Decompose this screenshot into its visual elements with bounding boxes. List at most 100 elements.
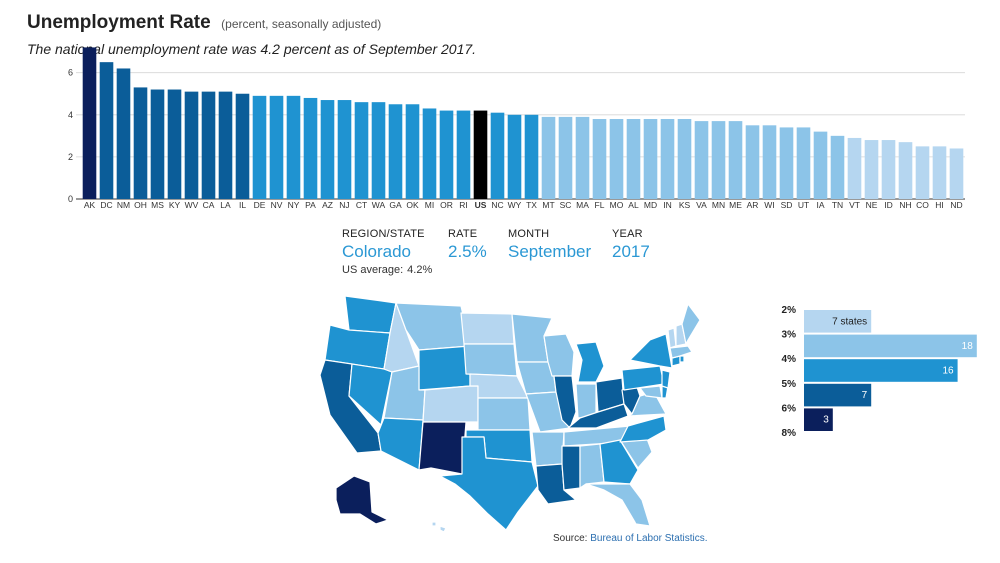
- x-tick-label: AR: [747, 200, 759, 210]
- bar-tx[interactable]: [524, 114, 539, 199]
- legend-bin-label: 8%: [782, 428, 797, 439]
- bar-ks[interactable]: [677, 119, 692, 199]
- x-tick-label: MA: [576, 200, 589, 210]
- bar-ok[interactable]: [405, 104, 420, 199]
- legend-bar[interactable]: [804, 334, 977, 358]
- bar-nj[interactable]: [337, 100, 352, 199]
- state-fl[interactable]: [585, 483, 651, 527]
- bar-az[interactable]: [320, 100, 335, 199]
- us-average-value: 4.2%: [407, 264, 433, 276]
- source-link[interactable]: Bureau of Labor Statistics.: [590, 533, 708, 544]
- bar-sc[interactable]: [558, 116, 573, 199]
- bar-me[interactable]: [728, 121, 743, 199]
- bar-md[interactable]: [643, 119, 658, 199]
- bar-mn[interactable]: [711, 121, 726, 199]
- x-tick-label: KY: [169, 200, 181, 210]
- legend-count-label: 16: [942, 366, 954, 377]
- x-tick-label: ND: [950, 200, 962, 210]
- bar-tn[interactable]: [830, 135, 845, 199]
- state-ny[interactable]: [629, 333, 673, 369]
- x-tick-label: IN: [663, 200, 672, 210]
- bar-dc[interactable]: [99, 62, 114, 199]
- bar-vt[interactable]: [847, 137, 862, 199]
- bar-pa[interactable]: [303, 97, 318, 199]
- bar-wv[interactable]: [184, 91, 199, 199]
- x-tick-label: AZ: [322, 200, 333, 210]
- state-hi[interactable]: [431, 521, 447, 533]
- bar-ak[interactable]: [82, 47, 97, 199]
- bar-us[interactable]: [473, 110, 488, 199]
- bar-il[interactable]: [235, 93, 250, 199]
- bar-ia[interactable]: [813, 131, 828, 199]
- bar-ut[interactable]: [796, 127, 811, 199]
- source-prefix: Source:: [553, 533, 588, 544]
- page-title: Unemployment Rate: [27, 12, 211, 33]
- state-tx[interactable]: [439, 436, 539, 531]
- bar-oh[interactable]: [133, 87, 148, 199]
- bar-wy[interactable]: [507, 114, 522, 199]
- bar-fl[interactable]: [592, 119, 607, 199]
- state-al[interactable]: [579, 443, 605, 489]
- bar-id[interactable]: [881, 140, 896, 199]
- bar-nd[interactable]: [949, 148, 964, 199]
- bar-sd[interactable]: [779, 127, 794, 199]
- bar-ms[interactable]: [150, 89, 165, 199]
- bar-co[interactable]: [915, 146, 930, 199]
- state-ri[interactable]: [679, 355, 685, 363]
- legend-bar[interactable]: [804, 383, 872, 407]
- x-tick-label: LA: [220, 200, 231, 210]
- bar-la[interactable]: [218, 91, 233, 199]
- x-tick-label: CA: [203, 200, 215, 210]
- bar-nv[interactable]: [269, 95, 284, 199]
- state-ak[interactable]: [335, 475, 389, 525]
- y-tick-label: 6: [68, 68, 73, 78]
- bar-ga[interactable]: [388, 104, 403, 199]
- x-tick-label: WY: [508, 200, 522, 210]
- bar-nm[interactable]: [116, 68, 131, 199]
- bar-nc[interactable]: [490, 112, 505, 199]
- legend-bar[interactable]: [804, 310, 872, 333]
- bar-ma[interactable]: [575, 116, 590, 199]
- bar-al[interactable]: [626, 119, 641, 199]
- bar-mt[interactable]: [541, 116, 556, 199]
- bar-de[interactable]: [252, 95, 267, 199]
- state-me[interactable]: [681, 303, 701, 345]
- bar-ct[interactable]: [354, 102, 369, 199]
- x-tick-label: ME: [729, 200, 742, 210]
- legend-count-label: 7: [862, 390, 868, 401]
- state-nm[interactable]: [418, 421, 467, 475]
- state-nj[interactable]: [661, 369, 671, 389]
- state-nv[interactable]: [348, 363, 393, 426]
- bar-ne[interactable]: [864, 140, 879, 199]
- state-ga[interactable]: [599, 439, 639, 485]
- bar-or[interactable]: [439, 110, 454, 199]
- x-tick-label: NC: [491, 200, 503, 210]
- bar-in[interactable]: [660, 119, 675, 199]
- state-ms[interactable]: [561, 445, 581, 491]
- legend-bar[interactable]: [804, 359, 958, 382]
- state-ma[interactable]: [669, 345, 693, 359]
- subtitle: The national unemployment rate was 4.2 p…: [27, 41, 477, 57]
- rate-value: 2.5%: [448, 242, 487, 261]
- legend-bar[interactable]: [804, 408, 833, 431]
- bar-mo[interactable]: [609, 119, 624, 199]
- bar-wa[interactable]: [371, 102, 386, 199]
- bar-mi[interactable]: [422, 108, 437, 199]
- state-az[interactable]: [377, 417, 424, 471]
- x-tick-label: NE: [866, 200, 878, 210]
- y-tick-label: 0: [68, 194, 73, 204]
- bar-ri[interactable]: [456, 110, 471, 199]
- bar-ny[interactable]: [286, 95, 301, 199]
- bar-wi[interactable]: [762, 125, 777, 199]
- state-nc[interactable]: [619, 415, 667, 443]
- bar-va[interactable]: [694, 121, 709, 199]
- bar-ky[interactable]: [167, 89, 182, 199]
- bar-hi[interactable]: [932, 146, 947, 199]
- bar-ca[interactable]: [201, 91, 216, 199]
- legend-count-label: 18: [962, 341, 974, 352]
- bar-nh[interactable]: [898, 142, 913, 199]
- bar-ar[interactable]: [745, 125, 760, 199]
- x-tick-label: WI: [764, 200, 774, 210]
